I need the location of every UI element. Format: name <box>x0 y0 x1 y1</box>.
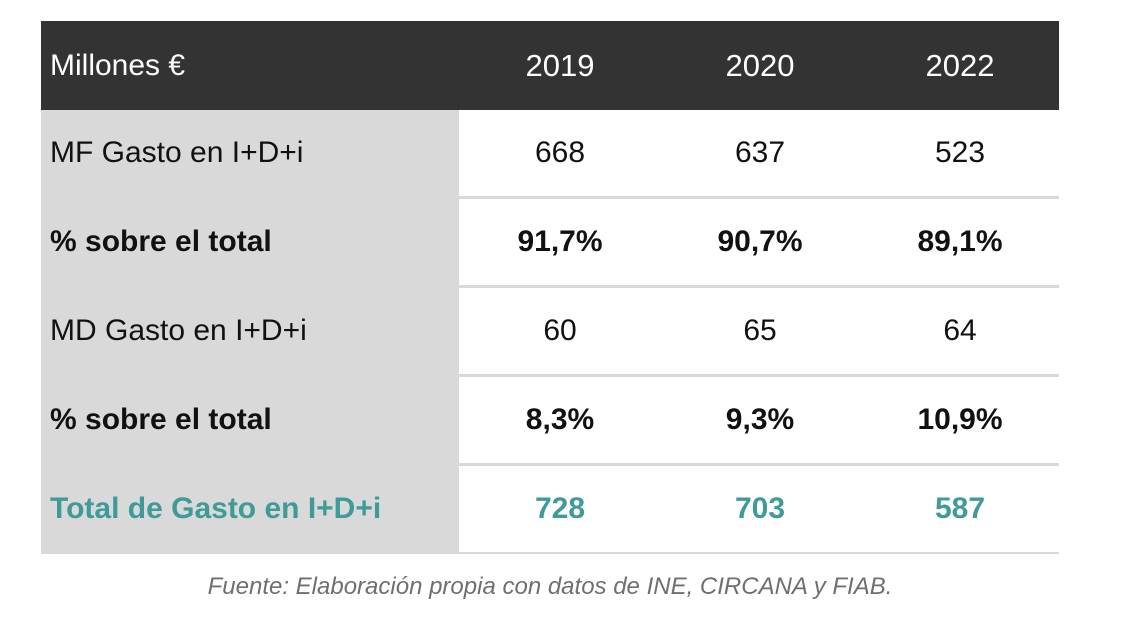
row-value: 89,1% <box>917 225 1003 258</box>
row-value: 728 <box>534 492 586 525</box>
source-note: Fuente: Elaboración propia con datos de … <box>0 573 1100 601</box>
row-value: 9,3% <box>725 403 795 436</box>
row-value: 10,9% <box>917 403 1003 436</box>
row-value: 8,3% <box>525 403 595 436</box>
row-value: 60 <box>543 314 577 347</box>
table-row-mf-gasto: MF Gasto en I+D+i 668 637 523 <box>41 110 1059 199</box>
row-label: % sobre el total <box>41 199 459 285</box>
header-year-2020: 2020 <box>725 47 795 83</box>
row-label: % sobre el total <box>41 377 459 463</box>
table-row-mf-percent: % sobre el total 91,7% 90,7% 89,1% <box>41 199 1059 288</box>
source-prefix: Fuente: <box>207 573 289 600</box>
header-label: Millones € <box>41 21 459 110</box>
row-value: 91,7% <box>517 225 603 258</box>
row-value: 668 <box>534 136 586 169</box>
data-table: Millones € 2019 2020 2022 MF Gasto en I+… <box>41 21 1059 554</box>
row-value: 637 <box>734 136 786 169</box>
table-header-row: Millones € 2019 2020 2022 <box>41 21 1059 110</box>
header-year-2022: 2022 <box>925 47 995 83</box>
row-value: 65 <box>743 314 777 347</box>
row-value: 703 <box>734 492 786 525</box>
source-text: Elaboración propia con datos de INE, CIR… <box>289 573 893 600</box>
header-year-2019: 2019 <box>525 47 595 83</box>
row-label: MF Gasto en I+D+i <box>41 110 459 196</box>
table-row-total: Total de Gasto en I+D+i 728 703 587 <box>41 466 1059 554</box>
row-value: 587 <box>934 492 986 525</box>
row-label: MD Gasto en I+D+i <box>41 288 459 374</box>
row-value: 90,7% <box>717 225 803 258</box>
row-value: 64 <box>943 314 977 347</box>
row-value: 523 <box>934 136 986 169</box>
table-row-md-gasto: MD Gasto en I+D+i 60 65 64 <box>41 288 1059 377</box>
table-row-md-percent: % sobre el total 8,3% 9,3% 10,9% <box>41 377 1059 466</box>
row-label: Total de Gasto en I+D+i <box>41 466 459 552</box>
